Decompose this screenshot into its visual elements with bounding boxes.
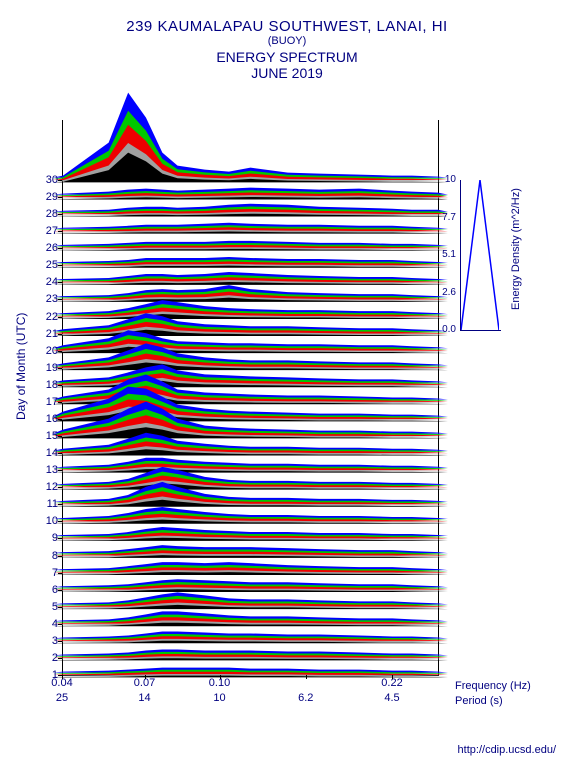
y-tick: 22 bbox=[38, 311, 58, 323]
energy-density-legend: 0.02.65.17.710 Energy Density (m^2/Hz) bbox=[460, 180, 540, 350]
station-subtitle: (BUOY) bbox=[0, 35, 574, 47]
legend-tick: 2.6 bbox=[432, 287, 456, 298]
y-tick: 11 bbox=[38, 498, 58, 510]
spectrum-plot bbox=[62, 120, 439, 676]
x-tick-period: 10 bbox=[213, 692, 225, 704]
y-tick: 9 bbox=[38, 532, 58, 544]
y-tick: 7 bbox=[38, 567, 58, 579]
y-tick: 27 bbox=[38, 225, 58, 237]
y-tick: 8 bbox=[38, 550, 58, 562]
y-tick: 3 bbox=[38, 635, 58, 647]
y-tick: 19 bbox=[38, 362, 58, 374]
y-tick: 16 bbox=[38, 413, 58, 425]
x-axis-label-freq: Frequency (Hz) bbox=[455, 680, 531, 692]
y-tick: 5 bbox=[38, 601, 58, 613]
y-tick: 4 bbox=[38, 618, 58, 630]
x-axis-label-period: Period (s) bbox=[455, 695, 503, 707]
x-tick-period: 14 bbox=[138, 692, 150, 704]
x-tick-period: 4.5 bbox=[384, 692, 399, 704]
y-tick: 13 bbox=[38, 464, 58, 476]
y-tick: 10 bbox=[38, 515, 58, 527]
y-tick: 14 bbox=[38, 447, 58, 459]
legend-curve-icon bbox=[461, 180, 499, 330]
legend-tick: 0.0 bbox=[432, 324, 456, 335]
x-tick-period: 25 bbox=[56, 692, 68, 704]
station-title: 239 KAUMALAPAU SOUTHWEST, LANAI, HI bbox=[0, 18, 574, 35]
y-tick: 18 bbox=[38, 379, 58, 391]
y-tick: 12 bbox=[38, 481, 58, 493]
legend-tick: 5.1 bbox=[432, 249, 456, 260]
x-tick-period: 6.2 bbox=[298, 692, 313, 704]
legend-label: Energy Density (m^2/Hz) bbox=[510, 188, 522, 310]
y-axis-label: Day of Month (UTC) bbox=[14, 313, 28, 420]
y-tick: 2 bbox=[38, 652, 58, 664]
date-title: JUNE 2019 bbox=[0, 65, 574, 81]
y-tick: 29 bbox=[38, 191, 58, 203]
y-tick: 17 bbox=[38, 396, 58, 408]
y-tick: 26 bbox=[38, 242, 58, 254]
source-url: http://cdip.ucsd.edu/ bbox=[458, 744, 556, 756]
y-tick: 20 bbox=[38, 345, 58, 357]
title-block: 239 KAUMALAPAU SOUTHWEST, LANAI, HI (BUO… bbox=[0, 0, 574, 81]
chart-title: ENERGY SPECTRUM bbox=[0, 49, 574, 65]
legend-tick: 7.7 bbox=[432, 212, 456, 223]
y-tick: 23 bbox=[38, 293, 58, 305]
y-tick: 15 bbox=[38, 430, 58, 442]
y-tick: 30 bbox=[38, 174, 58, 186]
y-tick: 21 bbox=[38, 328, 58, 340]
y-tick: 6 bbox=[38, 584, 58, 596]
y-tick: 24 bbox=[38, 276, 58, 288]
legend-tick: 10 bbox=[432, 174, 456, 185]
y-tick: 25 bbox=[38, 259, 58, 271]
y-tick: 28 bbox=[38, 208, 58, 220]
